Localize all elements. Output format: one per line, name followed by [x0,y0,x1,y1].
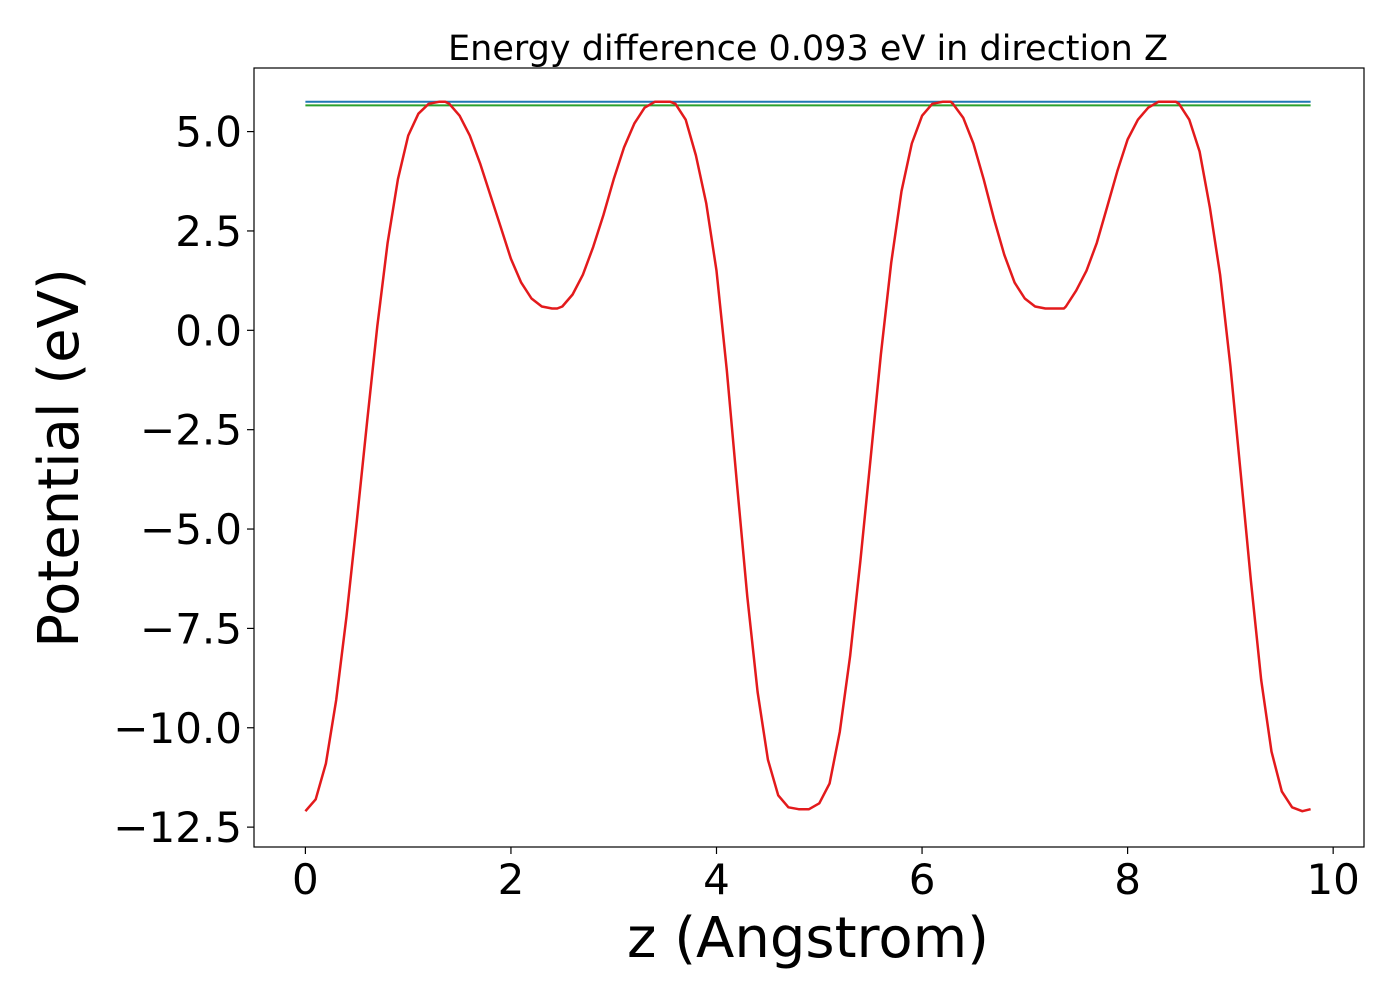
x-axis: 0 2 4 6 8 10 [292,847,1360,904]
y-tick-label: −12.5 [113,803,242,852]
y-tick-label: −2.5 [140,406,242,455]
y-axis-label: Potential (eV) [27,268,92,648]
x-tick-label: 6 [909,855,936,904]
series-layer [304,100,1311,813]
x-tick-label: 4 [703,855,730,904]
x-tick-label: 2 [498,855,525,904]
x-tick-label: 0 [292,855,319,904]
y-axis: −12.5 −10.0 −7.5 −5.0 −2.5 0.0 2.5 5.0 [113,108,254,852]
y-tick-label: 2.5 [175,207,242,256]
plot-frame [253,67,1365,848]
chart-title: Energy difference 0.093 eV in direction … [448,29,1168,69]
y-tick-label: −5.0 [140,505,242,554]
x-tick-label: 10 [1306,855,1359,904]
x-tick-label: 8 [1114,855,1141,904]
y-tick-label: 0.0 [175,306,242,355]
y-tick-label: −10.0 [113,704,242,753]
potential-curve [304,100,1311,813]
y-tick-label: 5.0 [175,108,242,157]
x-axis-label: z (Angstrom) [627,906,989,971]
y-tick-label: −7.5 [140,604,242,653]
